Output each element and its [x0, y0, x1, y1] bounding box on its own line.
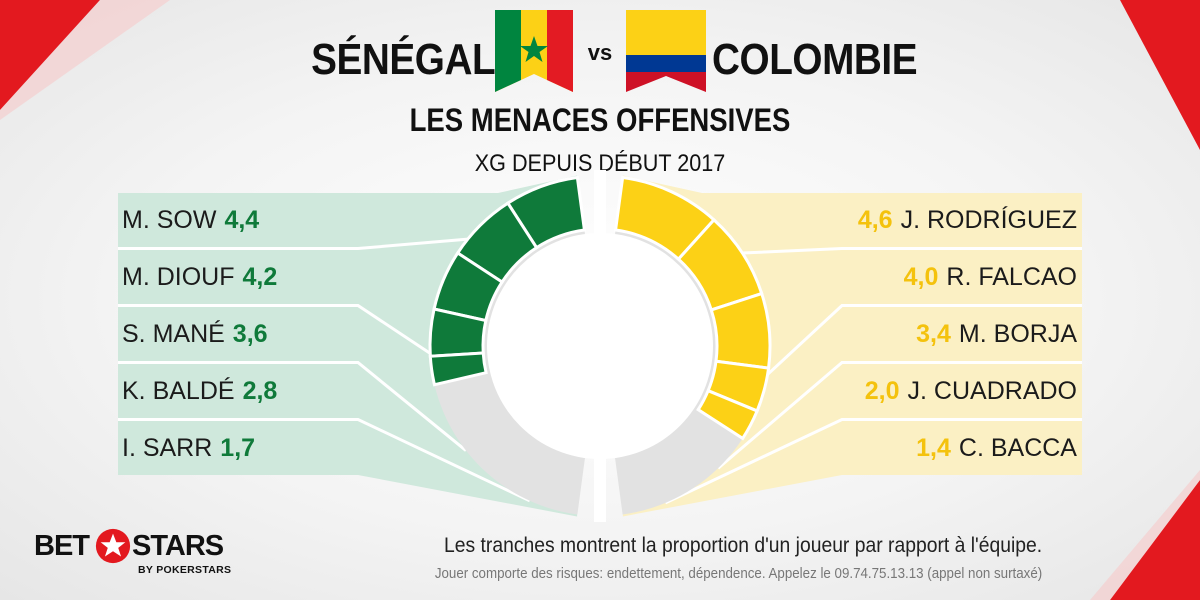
xg-value: 4,2 [242, 263, 278, 291]
senegal-guide-line [118, 418, 531, 503]
colombia-row: 2,0 J. CUADRADO [865, 367, 1077, 415]
colombia-row: 1,4 C. BACCA [916, 424, 1077, 472]
xg-value: 4,0 [903, 263, 939, 291]
colombia-guide-line [742, 247, 1082, 255]
senegal-row: M. SOW 4,4 [122, 196, 259, 244]
versus-label: vs [587, 40, 613, 65]
chart-title: LES MENACES OFFENSIVES [409, 102, 791, 138]
corner-decoration-top-left [0, 0, 170, 120]
logo-tagline: BY POKERSTARS [138, 564, 232, 576]
star-icon [95, 528, 131, 564]
senegal-guide-line [118, 361, 467, 452]
corner-decoration-bottom-right [1090, 470, 1200, 600]
xg-value: 4,4 [224, 206, 260, 234]
player-name: R. FALCAO [946, 263, 1077, 291]
corner-decoration-top-right [1120, 0, 1200, 150]
colombia-row: 4,6 J. RODRÍGUEZ [858, 196, 1077, 244]
colombia-guide-line [717, 361, 1082, 470]
xg-value: 2,8 [242, 377, 278, 405]
player-name: I. SARR [122, 434, 213, 462]
senegal-slice [428, 307, 488, 358]
betstars-logo: BET STARS BY POKERSTARS [34, 528, 234, 580]
senegal-guide-line [118, 237, 468, 250]
player-name: M. DIOUF [122, 263, 235, 291]
xg-value: 2,0 [864, 377, 900, 405]
xg-value: 1,7 [220, 434, 256, 462]
player-name: K. BALDÉ [122, 377, 235, 405]
xg-value: 3,6 [232, 320, 268, 348]
player-name: M. BORJA [958, 320, 1077, 348]
senegal-slice [428, 351, 488, 387]
team-left-name: SÉNÉGAL [310, 35, 496, 84]
logo-word-stars: STARS [132, 530, 224, 562]
colombia-guide-line [766, 304, 1082, 376]
logo-word-bet: BET [34, 530, 90, 562]
senegal-row: S. MANÉ 3,6 [122, 310, 268, 358]
senegal-slice [455, 201, 539, 285]
player-name: M. SOW [122, 206, 217, 234]
xg-value: 1,4 [916, 434, 951, 462]
player-name: C. BACCA [958, 434, 1077, 462]
xg-value: 3,4 [916, 320, 951, 348]
colombia-row: 3,4 M. BORJA [916, 310, 1077, 358]
donut-split [594, 170, 606, 522]
colombia-guide-line [664, 418, 1082, 505]
player-name: J. CUADRADO [907, 377, 1077, 405]
colombia-flag-icon [626, 10, 706, 92]
senegal-row: K. BALDÉ 2,8 [122, 367, 277, 415]
senegal-slice [432, 250, 505, 323]
player-name: J. RODRÍGUEZ [900, 206, 1077, 234]
footnote: Les tranches montrent la proportion d'un… [443, 534, 1042, 557]
senegal-row: M. DIOUF 4,2 [122, 253, 277, 301]
legal-disclaimer: Jouer comporte des risques: endettement,… [434, 566, 1042, 582]
xg-value: 4,6 [857, 206, 893, 234]
colombia-row: 4,0 R. FALCAO [904, 253, 1077, 301]
team-right-name: COLOMBIE [712, 35, 918, 84]
senegal-row: I. SARR 1,7 [122, 424, 255, 472]
senegal-guide-line [118, 304, 431, 355]
senegal-flag-icon [495, 10, 573, 92]
player-name: S. MANÉ [122, 320, 225, 348]
colombia-slice [696, 388, 760, 441]
